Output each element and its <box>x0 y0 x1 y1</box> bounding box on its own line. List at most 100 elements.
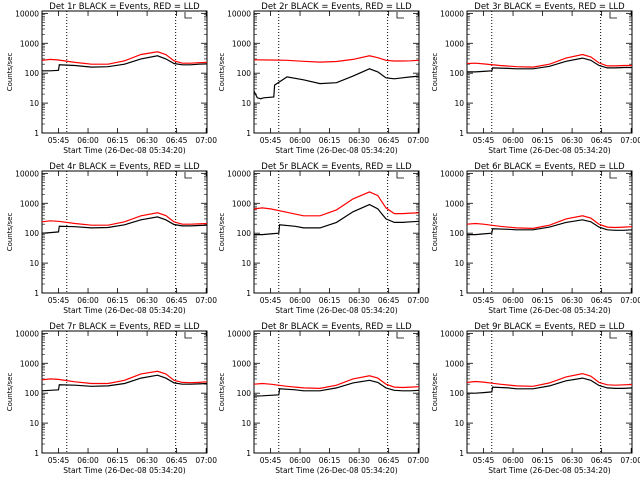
x-tick-label: 07:00 <box>195 136 217 145</box>
x-tick-label: 05:45 <box>48 456 70 465</box>
bracket-mark <box>609 12 617 19</box>
y-tick-label: 10000 <box>440 9 464 18</box>
y-tick-label: 1 <box>34 129 39 138</box>
detector-panel-7: Det 7r BLACK = Events, RED = LLD10000100… <box>6 322 217 475</box>
lld-series-line <box>466 53 632 68</box>
bracket-mark <box>609 332 617 339</box>
y-tick-label: 100 <box>25 389 40 398</box>
panel-title: Det 8r BLACK = Events, RED = LLD <box>261 322 412 332</box>
events-series-line <box>253 68 420 100</box>
x-axis-label: Start Time (26-Dec-08 05:34:20) <box>63 306 185 315</box>
x-tick-label: 06:15 <box>532 136 554 145</box>
panel-title: Det 6r BLACK = Events, RED = LLD <box>474 162 625 172</box>
detector-panel-6: Det 6r BLACK = Events, RED = LLD 10000 100… <box>431 162 640 315</box>
lld-series-line <box>253 55 420 63</box>
panel-title: Det 9r BLACK = Events, RED = LLD <box>474 322 625 332</box>
x-tick-label: 06:30 <box>348 456 370 465</box>
y-axis-label: Counts/sec <box>431 53 439 92</box>
x-tick-label: 05:45 <box>473 136 495 145</box>
y-tick-label: 10 <box>454 99 464 108</box>
plot-frame <box>253 10 420 134</box>
x-tick-label: 06:30 <box>136 296 158 305</box>
plot-frame <box>466 170 633 294</box>
y-tick-label: 1 <box>34 289 39 298</box>
detector-panel-3: Det 3r BLACK = Events, RED = LLD10000100… <box>431 2 640 155</box>
x-tick-label: 05:45 <box>260 456 282 465</box>
lld-series-line <box>41 51 208 65</box>
y-tick-label: 100 <box>450 69 465 78</box>
y-tick-label: 100 <box>237 69 252 78</box>
lld-series-line <box>41 212 208 226</box>
events-series-line <box>253 379 420 397</box>
x-tick-label: 07:00 <box>407 456 429 465</box>
x-tick-label: 06:45 <box>378 136 400 145</box>
y-tick-label: 10 <box>241 99 251 108</box>
y-tick-label: 10000 <box>440 329 464 338</box>
x-tick-label: 06:00 <box>502 296 524 305</box>
y-tick-label: 100 <box>450 229 465 238</box>
y-tick-label: 10000 <box>15 169 39 178</box>
y-tick-label: 10 <box>29 99 39 108</box>
y-tick-label: 10 <box>29 419 39 428</box>
x-tick-label: 06:30 <box>561 296 583 305</box>
x-tick-label: 06:30 <box>136 456 158 465</box>
x-tick-label: 06:30 <box>561 136 583 145</box>
detector-panel-8: Det 8r BLACK = Events, RED = LLD10000100… <box>218 322 429 475</box>
x-tick-label: 06:30 <box>348 136 370 145</box>
x-axis-label: Start Time (26-Dec-08 05:34:20) <box>275 306 397 315</box>
y-axis-label: Counts/sec <box>6 213 14 252</box>
x-tick-label: 07:00 <box>620 136 640 145</box>
panel-title: Det 5r BLACK = Events, RED = LLD <box>261 162 412 172</box>
x-tick-label: 07:00 <box>195 296 217 305</box>
events-series-line <box>467 377 633 394</box>
x-tick-label: 05:45 <box>473 456 495 465</box>
lld-series-line <box>253 191 420 217</box>
x-tick-label: 06:30 <box>348 296 370 305</box>
x-tick-label: 06:00 <box>502 136 524 145</box>
y-tick-label: 10 <box>29 259 39 268</box>
events-series-line <box>42 55 208 72</box>
x-tick-label: 06:00 <box>77 456 99 465</box>
x-tick-label: 06:15 <box>319 456 341 465</box>
events-series-line <box>254 203 420 236</box>
y-tick-label: 1 <box>246 289 251 298</box>
x-tick-label: 07:00 <box>407 136 429 145</box>
x-axis-label: Start Time (26-Dec-08 05:34:20) <box>488 466 610 475</box>
events-series-line <box>467 57 632 73</box>
detector-panel-5: Det 5r BLACK = Events, RED = LLD10000100… <box>218 162 429 315</box>
detector-panel-1: Det 1r BLACK = Events, RED = LLD10000100… <box>6 2 217 155</box>
panel-title: Det 3r BLACK = Events, RED = LLD <box>474 2 625 12</box>
y-tick-label: 10000 <box>227 169 251 178</box>
bracket-mark <box>396 332 404 339</box>
x-axis-label: Start Time (26-Dec-08 05:34:20) <box>275 146 397 155</box>
x-tick-label: 06:00 <box>77 296 99 305</box>
x-tick-label: 06:45 <box>166 456 188 465</box>
plot-frame <box>41 330 208 454</box>
y-tick-label: 1 <box>34 449 39 458</box>
x-tick-label: 06:45 <box>378 296 400 305</box>
y-tick-label: 1000 <box>445 359 464 368</box>
y-axis-label: Counts/sec <box>6 53 14 92</box>
x-tick-label: 06:30 <box>136 136 158 145</box>
y-tick-label: 1000 <box>20 39 39 48</box>
y-axis-label: Counts/sec <box>218 213 226 252</box>
plot-frame <box>253 330 420 454</box>
y-tick-label: 10000 <box>15 9 39 18</box>
x-axis-label: Start Time (26-Dec-08 05:34:20) <box>63 146 185 155</box>
plot-frame <box>253 170 420 294</box>
x-tick-label: 06:15 <box>532 456 554 465</box>
x-tick-label: 06:15 <box>319 296 341 305</box>
x-tick-label: 06:45 <box>591 456 613 465</box>
y-tick-label: 10000 <box>440 169 464 178</box>
panel-title: Det 1r BLACK = Events, RED = LLD <box>49 2 200 12</box>
y-axis-label: Counts/sec <box>218 53 226 92</box>
y-tick-label: 1000 <box>232 359 251 368</box>
bracket-mark <box>184 172 192 179</box>
panel-title: Det 7r BLACK = Events, RED = LLD <box>49 322 200 332</box>
y-tick-label: 1 <box>459 129 464 138</box>
bracket-mark <box>396 172 404 179</box>
y-tick-label: 100 <box>25 69 40 78</box>
y-tick-label: 100 <box>237 389 252 398</box>
detector-panel-4: Det 4r BLACK = Events, RED = LLD10000100… <box>6 162 217 315</box>
